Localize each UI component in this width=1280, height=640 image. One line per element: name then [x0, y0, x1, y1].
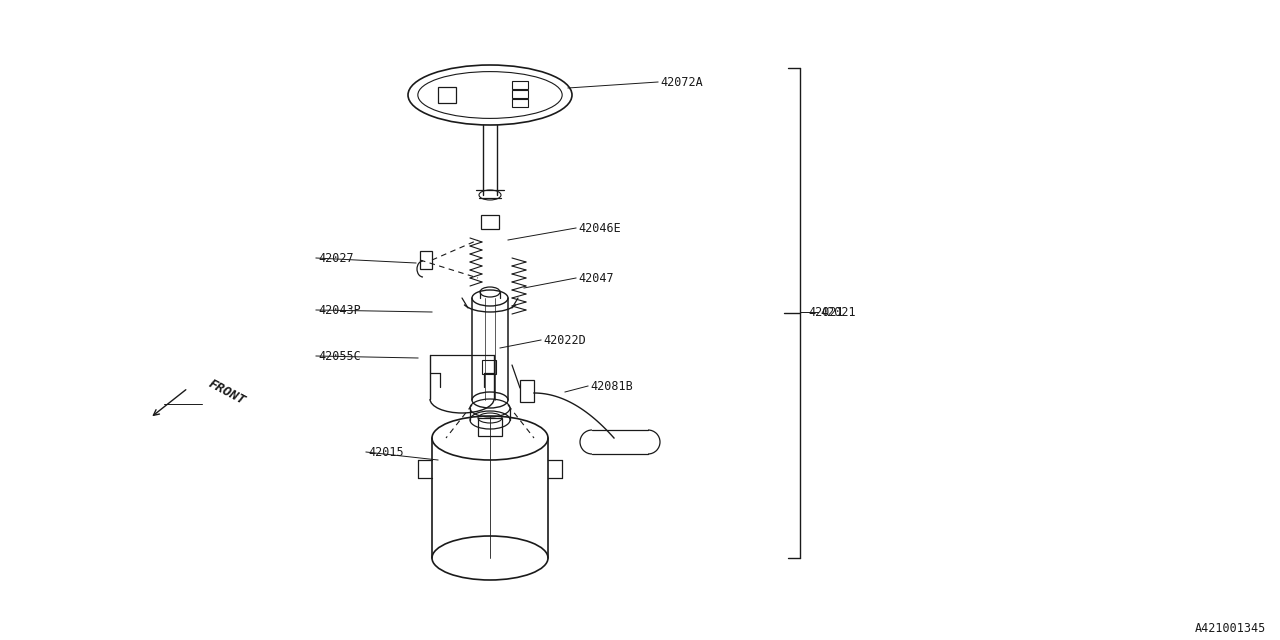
Text: A421001345: A421001345: [1194, 622, 1266, 635]
Bar: [483, 360, 497, 374]
Bar: [512, 81, 529, 89]
Bar: [512, 99, 529, 107]
Bar: [520, 380, 534, 402]
Text: 42081B: 42081B: [590, 380, 632, 392]
Bar: [438, 87, 456, 103]
Text: 42046E: 42046E: [579, 221, 621, 234]
Text: 42015: 42015: [369, 445, 403, 458]
Text: 42072A: 42072A: [660, 76, 703, 88]
Text: 42021: 42021: [808, 307, 844, 319]
Bar: [420, 251, 433, 269]
Bar: [481, 215, 499, 229]
Text: 42021: 42021: [820, 305, 855, 319]
Text: 42043P: 42043P: [317, 303, 361, 317]
Text: 42047: 42047: [579, 271, 613, 285]
Text: 42027: 42027: [317, 252, 353, 264]
Bar: [512, 90, 529, 98]
Text: 42055C: 42055C: [317, 349, 361, 362]
Bar: [477, 418, 502, 436]
Text: FRONT: FRONT: [206, 377, 247, 407]
Text: 42022D: 42022D: [543, 333, 586, 346]
